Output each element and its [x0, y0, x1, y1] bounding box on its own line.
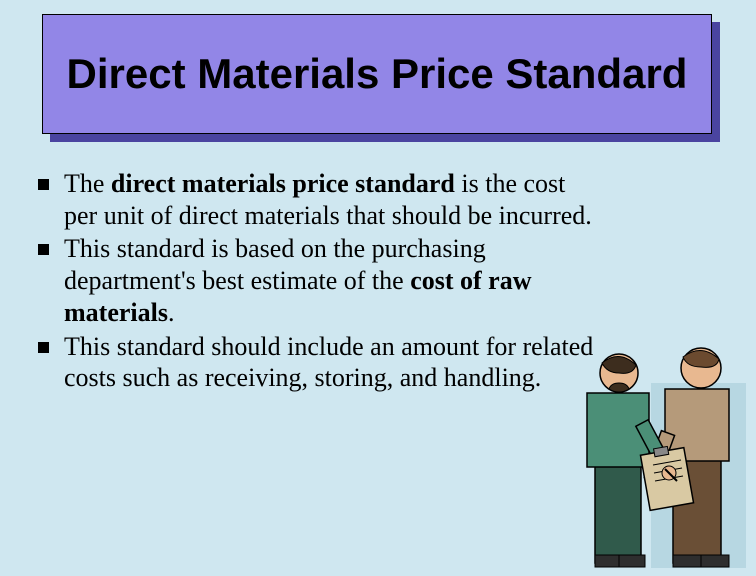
title-box: Direct Materials Price Standard: [42, 14, 712, 134]
text-run: .: [168, 298, 175, 327]
bullet-list: The direct materials price standard is t…: [34, 168, 594, 396]
text-run: This standard should include an amount f…: [64, 332, 593, 393]
bold-run: direct materials price standard: [111, 169, 455, 198]
text-run: The: [64, 169, 111, 198]
bullet-item: This standard should include an amount f…: [34, 331, 594, 394]
slide: Direct Materials Price Standard The dire…: [0, 0, 756, 576]
bullet-item: This standard is based on the purchasing…: [34, 233, 594, 328]
bullet-item: The direct materials price standard is t…: [34, 168, 594, 231]
people-clipboard-illustration: [561, 333, 746, 568]
slide-title: Direct Materials Price Standard: [67, 50, 688, 98]
